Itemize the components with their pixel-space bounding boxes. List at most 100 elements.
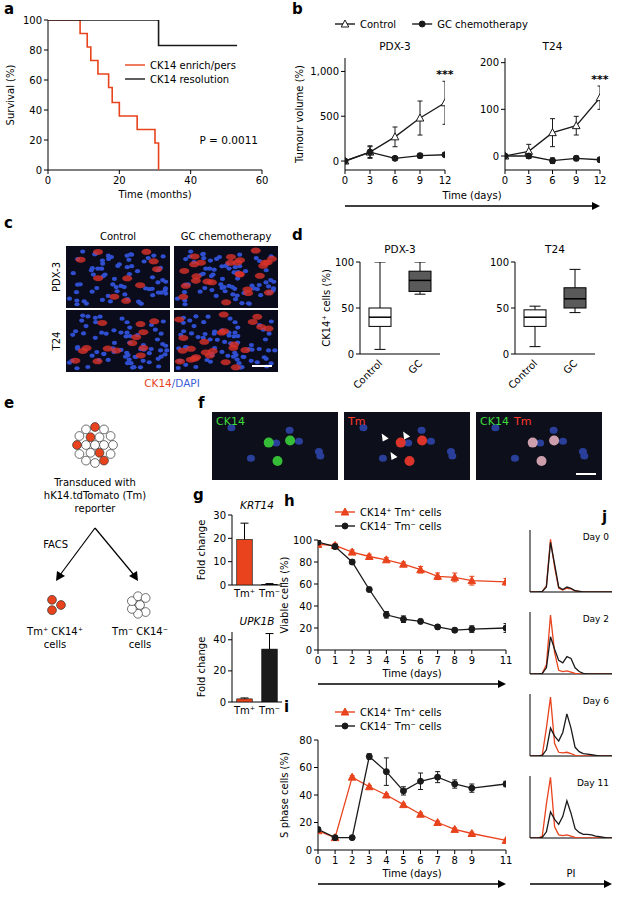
ck14-cell <box>76 257 86 263</box>
nucleus <box>156 357 161 361</box>
marker <box>441 99 445 106</box>
nucleus <box>193 365 198 369</box>
marker <box>366 587 372 593</box>
x-axis <box>318 650 506 651</box>
cell <box>75 432 84 441</box>
x-tick-label: GC <box>561 358 579 376</box>
y-tick-label: 20 <box>213 665 226 676</box>
nucleus <box>266 284 271 288</box>
x-tick <box>454 650 455 654</box>
nucleus <box>84 302 89 306</box>
cell <box>106 432 115 441</box>
y-tick <box>356 308 360 309</box>
nucleus <box>138 301 143 305</box>
y-tick-label: 100 <box>490 257 509 268</box>
diagram-text: reporter <box>75 503 117 514</box>
whisker <box>535 306 536 310</box>
y-tick-label: 40 <box>29 105 42 116</box>
y-tick <box>228 538 232 539</box>
panel-label: e <box>4 394 14 412</box>
ck14-cell <box>225 260 235 266</box>
median <box>369 316 391 318</box>
error-bar <box>504 781 507 787</box>
ck14-cell <box>70 358 80 364</box>
whisker-cap <box>415 262 426 263</box>
y-tick <box>44 140 48 141</box>
x-tick <box>386 650 387 654</box>
panel-label: a <box>4 0 14 18</box>
nucleus <box>141 359 146 363</box>
x-tick-label: Tm⁺ <box>233 705 255 716</box>
x-tick-label: 6 <box>417 655 423 666</box>
x-tick-label: Tm⁻ <box>258 705 280 716</box>
cell <box>48 595 57 604</box>
marker <box>400 801 408 808</box>
nucleus <box>73 329 78 333</box>
nucleus <box>109 255 114 259</box>
arrow-head <box>498 680 506 688</box>
error-bar <box>418 619 423 623</box>
marker <box>349 559 355 565</box>
ck14-cell <box>136 321 146 327</box>
arrow <box>530 883 606 884</box>
marker <box>341 508 349 515</box>
nucleus <box>149 347 154 351</box>
ck14-cell <box>229 342 239 348</box>
legend-label: CK14⁺ Tm⁺ cells <box>360 507 441 518</box>
nucleus <box>161 319 166 323</box>
y-axis <box>530 530 531 592</box>
ck14-cell <box>93 249 103 255</box>
nucleus <box>447 448 455 455</box>
nucleus <box>99 267 104 271</box>
diagram-text: cells <box>44 639 66 650</box>
nucleus <box>162 288 167 292</box>
ck14-cell <box>191 354 201 360</box>
x-tick <box>505 170 506 174</box>
nucleus <box>129 253 134 257</box>
nucleus <box>90 354 95 358</box>
arrow <box>345 205 594 206</box>
nucleus <box>124 330 129 334</box>
x-tick <box>528 170 529 174</box>
marker <box>400 616 406 622</box>
ck14-cell <box>93 275 103 281</box>
nucleus <box>74 290 79 294</box>
cell <box>106 450 115 459</box>
bar <box>237 540 253 586</box>
micrograph <box>344 412 470 480</box>
nucleus <box>247 302 252 306</box>
nucleus <box>150 275 155 279</box>
nucleus <box>247 455 255 462</box>
diagram-text: Tm⁺ CK14⁺ <box>26 626 83 637</box>
nucleus <box>112 277 117 281</box>
ck14-cell <box>149 318 159 324</box>
marker <box>505 153 508 159</box>
series-line <box>48 20 237 46</box>
plot-area <box>530 697 612 756</box>
diagram-text: Tm⁻ CK14⁻ <box>111 626 168 637</box>
box <box>524 310 546 327</box>
nucleus <box>161 254 166 258</box>
ck14-cell <box>103 346 113 352</box>
y-tick <box>511 262 515 263</box>
ck14-cell <box>138 329 148 335</box>
series-line <box>48 20 159 170</box>
y-tick-label: 40 <box>299 601 312 612</box>
nucleus <box>206 315 211 319</box>
series-line <box>530 637 612 674</box>
y-tick <box>228 585 232 586</box>
y-axis-label: Tumour volume (%) <box>294 65 305 164</box>
nucleus <box>176 366 181 370</box>
nucleus <box>201 272 206 276</box>
ck14-cell <box>251 248 261 254</box>
chart-title: Day 11 <box>577 778 609 788</box>
nucleus <box>164 348 169 352</box>
series-line <box>530 714 612 756</box>
x-tick-label: 5 <box>400 655 406 666</box>
marker <box>348 548 356 555</box>
series-line <box>318 544 506 581</box>
ck14-cell <box>174 317 184 323</box>
x-tick <box>386 850 387 854</box>
stained-cell <box>417 436 427 446</box>
marker <box>452 627 458 633</box>
